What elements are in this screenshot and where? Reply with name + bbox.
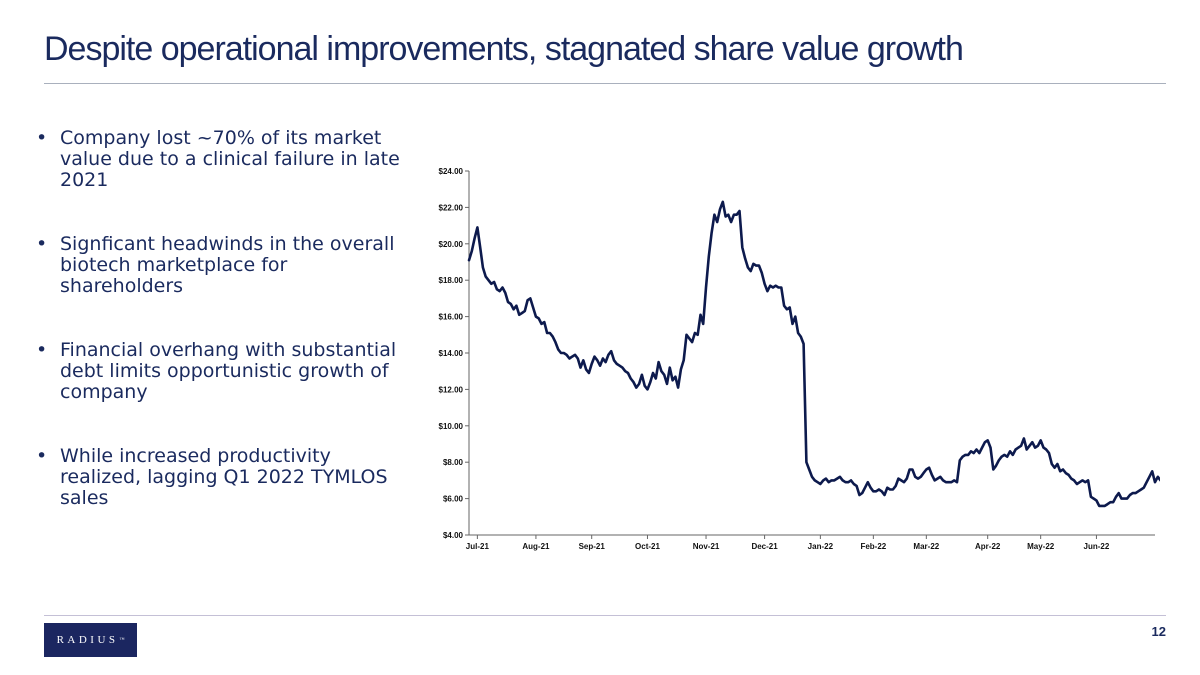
footer-divider [44, 615, 1166, 616]
x-tick-label: Aug-21 [522, 542, 550, 551]
trademark-mark: ™ [119, 637, 125, 643]
y-tick-label: $4.00 [443, 531, 464, 540]
y-tick-label: $20.00 [439, 240, 464, 249]
x-tick-label: Dec-21 [751, 542, 778, 551]
x-tick-label: Jun-22 [1084, 542, 1110, 551]
bullet-item: Financial overhang with substantial debt… [34, 340, 404, 403]
x-tick-label: Jan-22 [808, 542, 834, 551]
x-tick-label: Jul-21 [466, 542, 490, 551]
title-divider [44, 83, 1166, 84]
y-tick-label: $16.00 [439, 313, 464, 322]
page-number: 12 [1151, 624, 1166, 639]
bullet-item: Company lost ~70% of its market value du… [34, 128, 404, 191]
y-tick-label: $24.00 [439, 167, 464, 176]
y-tick-label: $12.00 [439, 385, 464, 394]
y-axis: $4.00 $6.00 $8.00 $10.00 $12.00 $14.00 $16.00 $… [439, 167, 470, 540]
logo-text: RADIUS [56, 634, 119, 646]
x-axis: Jul-21 Aug-21 Sep-21 Oct-21 Nov-21 Dec-21 Jan-… [466, 534, 1155, 551]
y-tick-label: $18.00 [439, 276, 464, 285]
y-tick-label: $8.00 [443, 458, 464, 467]
x-tick-label: Mar-22 [913, 542, 939, 551]
share-price-chart: $4.00 $6.00 $8.00 $10.00 $12.00 $14.00 $16.00 $… [439, 167, 1160, 551]
x-tick-label: Oct-21 [635, 542, 660, 551]
x-tick-label: Apr-22 [975, 542, 1001, 551]
y-tick-label: $10.00 [439, 422, 464, 431]
y-tick-label: $14.00 [439, 349, 464, 358]
page-title: Despite operational improvements, stagna… [44, 30, 964, 68]
x-tick-label: May-22 [1027, 542, 1055, 551]
bullet-item: Signficant headwinds in the overall biot… [34, 234, 404, 297]
x-tick-label: Feb-22 [860, 542, 886, 551]
bullet-list: Company lost ~70% of its market value du… [34, 128, 404, 552]
share-price-line [467, 200, 1160, 508]
y-tick-label: $22.00 [439, 203, 464, 212]
bullet-item: While increased productivity realized, l… [34, 446, 404, 509]
x-tick-label: Nov-21 [693, 542, 720, 551]
company-logo: RADIUS ™ [44, 623, 137, 657]
x-tick-label: Sep-21 [579, 542, 606, 551]
y-tick-label: $6.00 [443, 495, 464, 504]
